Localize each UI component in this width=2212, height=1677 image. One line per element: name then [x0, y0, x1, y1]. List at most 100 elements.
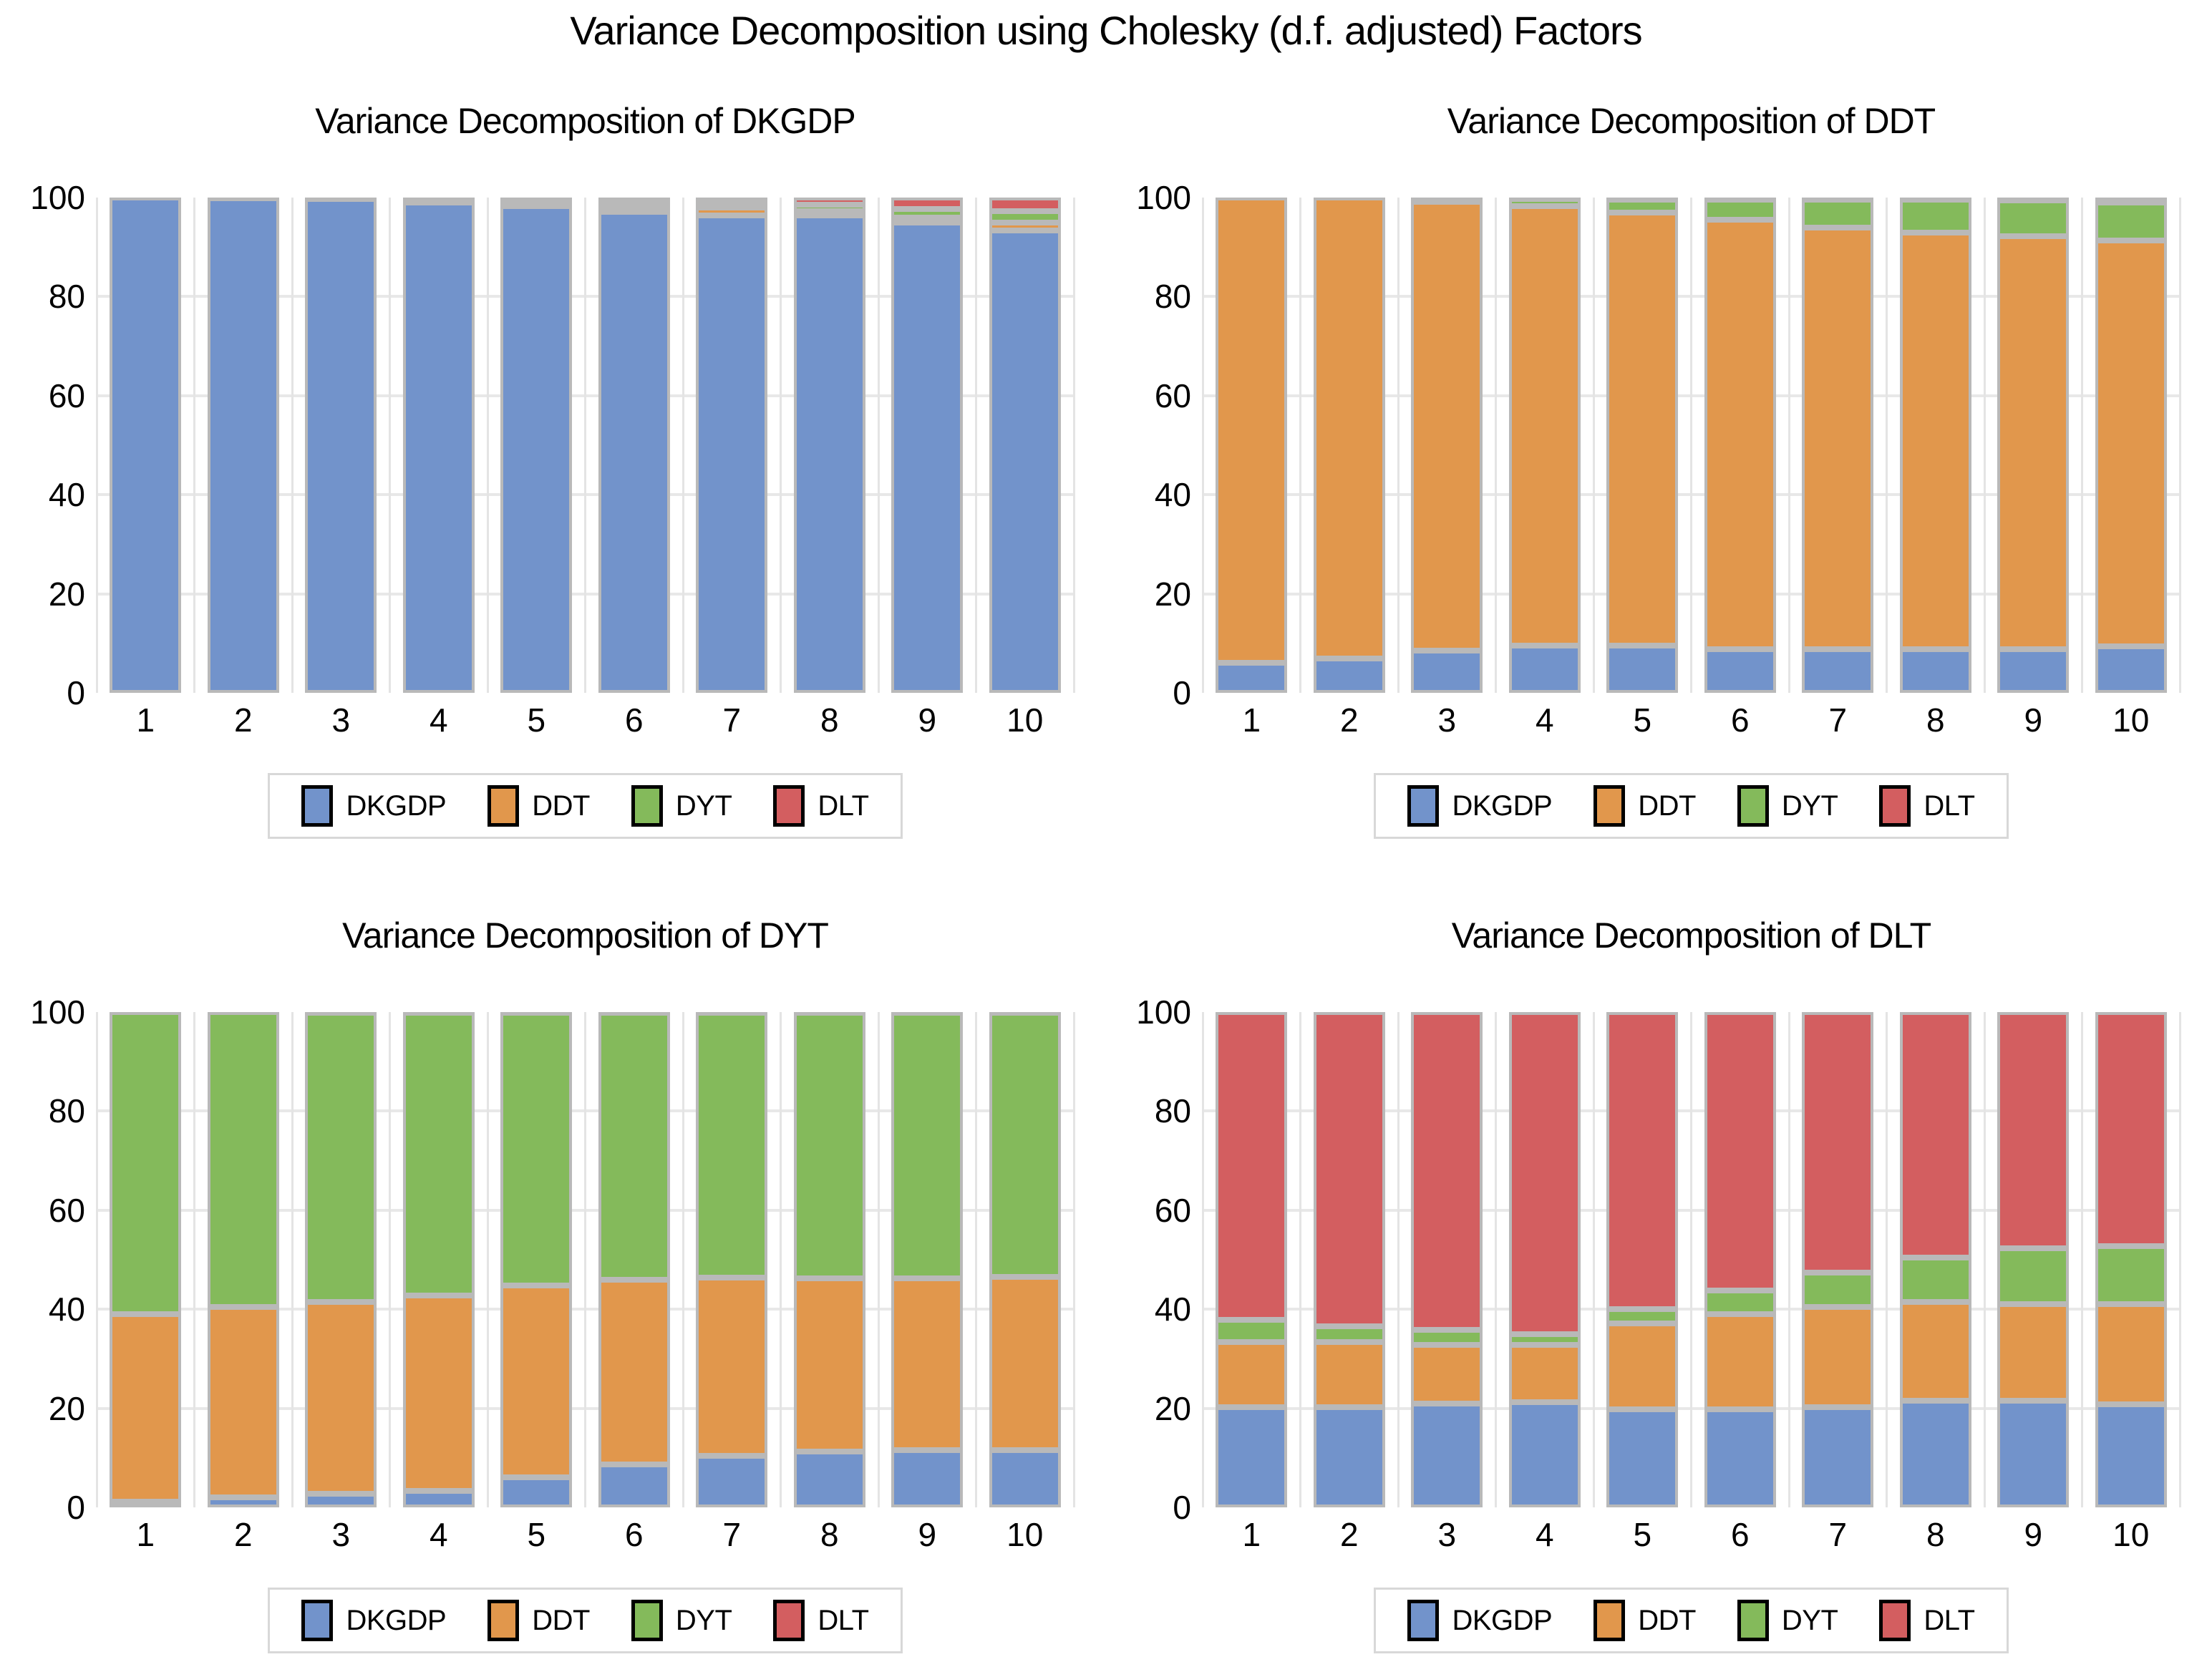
bar-slot — [1887, 1012, 1985, 1507]
bar-segment-dlt — [1802, 1012, 1874, 1273]
gridline-vertical — [1592, 198, 1595, 693]
y-tick-label: 20 — [48, 1389, 85, 1427]
stacked-bar — [2095, 198, 2167, 693]
legend-label: DYT — [1781, 789, 1838, 822]
bar-segment-dkgdp — [1997, 649, 2070, 693]
gridline-vertical — [1299, 198, 1301, 693]
bar-segment-dyt — [1606, 1309, 1679, 1323]
bar-segment-dyt — [1802, 1273, 1874, 1307]
bar-segment-ddt — [1997, 235, 2070, 650]
y-tick-label: 100 — [30, 993, 85, 1031]
y-tick-label: 20 — [1154, 575, 1191, 613]
x-tick-label: 6 — [1730, 701, 1750, 739]
stacked-bar — [1802, 1012, 1874, 1507]
stacked-bar — [891, 1012, 964, 1507]
gridline-vertical — [2178, 198, 2181, 693]
y-axis: 0 20 40 60 80 100 — [21, 996, 97, 1524]
bar-slot — [1496, 1012, 1594, 1507]
gridline-vertical — [389, 1012, 391, 1507]
legend: DKGDP DDT DYT DLT — [268, 773, 903, 839]
legend-label: DLT — [818, 1604, 869, 1636]
legend-item: DDT — [487, 785, 590, 827]
x-tick-label: 7 — [1828, 1516, 1848, 1553]
legend-label: DLT — [1924, 1604, 1975, 1636]
x-tick-label: 6 — [624, 701, 644, 739]
bar-segment-dyt — [1606, 199, 1679, 213]
x-tick-label: 4 — [1535, 1516, 1554, 1553]
bar-segment-dkgdp — [1313, 658, 1385, 693]
main-title: Variance Decomposition using Cholesky (d… — [570, 8, 1642, 53]
legend-swatch-dyt — [1737, 785, 1769, 827]
legend: DKGDP DDT DYT DLT — [268, 1588, 903, 1653]
bar-segment-dlt — [500, 1012, 573, 1014]
bar-segment-dlt — [1802, 198, 1874, 200]
x-tick-label: 8 — [1926, 701, 1945, 739]
bar-segment-ddt — [402, 1295, 475, 1492]
bar-segment-ddt — [402, 200, 475, 203]
bar-segment-ddt — [1899, 1301, 1971, 1401]
bar-segment-ddt — [1704, 1314, 1776, 1409]
gridline-vertical — [1397, 198, 1400, 693]
bar-segment-dkgdp — [1411, 1403, 1483, 1507]
bar-segment-ddt — [696, 1277, 768, 1457]
legend-label: DLT — [818, 789, 869, 822]
stacked-bar — [598, 198, 670, 693]
y-tick-label: 80 — [48, 278, 85, 316]
bar-slots — [1203, 1012, 2180, 1507]
bar-segment-ddt — [1508, 205, 1581, 646]
bar-slots — [97, 1012, 1074, 1507]
bar-segment-dlt — [1606, 198, 1679, 200]
bar-segment-dyt — [1216, 1320, 1288, 1342]
bar-slot — [1398, 1012, 1496, 1507]
bar-slot — [1301, 1012, 1399, 1507]
gridline-vertical — [486, 1012, 489, 1507]
y-tick-label: 80 — [48, 1092, 85, 1130]
gridline-vertical — [1072, 198, 1075, 693]
gridline-vertical — [584, 198, 586, 693]
bar-segment-ddt — [598, 1279, 670, 1464]
bar-slot — [1301, 198, 1399, 693]
stacked-bar — [305, 198, 377, 693]
bar-slot — [1496, 198, 1594, 693]
x-tick-label: 2 — [233, 701, 253, 739]
bar-segment-dlt — [793, 198, 865, 205]
bar-segment-ddt — [793, 1278, 865, 1452]
y-tick-label: 100 — [1136, 179, 1191, 216]
gridline-vertical — [877, 1012, 880, 1507]
chart-panel: Variance Decomposition of DDT 0 20 40 60 80 10… — [1127, 93, 2201, 839]
gridline-vertical — [780, 198, 782, 693]
bar-segment-dkgdp — [793, 215, 865, 693]
bar-segment-ddt — [1411, 202, 1483, 651]
legend-label: DKGDP — [346, 789, 447, 822]
bar-segment-dlt — [1508, 198, 1581, 200]
legend-label: DDT — [532, 1604, 590, 1636]
y-tick-label: 40 — [1154, 476, 1191, 514]
legend-swatch-dlt — [773, 785, 805, 827]
x-tick-label: 2 — [1339, 1516, 1359, 1553]
bar-slot — [1398, 198, 1496, 693]
gridline-vertical — [1299, 1012, 1301, 1507]
x-tick-label: 10 — [1006, 701, 1044, 739]
legend-item: DYT — [631, 785, 732, 827]
legend-swatch-dkgdp — [301, 1600, 334, 1641]
bar-slot — [390, 1012, 488, 1507]
bar-segment-dyt — [500, 200, 573, 203]
bar-segment-dkgdp — [1997, 1401, 2070, 1507]
y-tick-label: 40 — [1154, 1290, 1191, 1328]
stacked-bar — [989, 198, 1061, 693]
stacked-bar — [1997, 198, 2070, 693]
bar-segment-dkgdp — [305, 1493, 377, 1507]
bar-segment-dyt — [891, 1013, 964, 1279]
y-tick-label: 60 — [1154, 1191, 1191, 1229]
stacked-bar — [1704, 198, 1776, 693]
gridline-vertical — [1592, 1012, 1595, 1507]
x-tick-label: 6 — [624, 1516, 644, 1553]
bar-segment-ddt — [1216, 1341, 1288, 1407]
legend-item: DDT — [1593, 785, 1696, 827]
bar-segment-dyt — [1704, 1290, 1776, 1315]
x-tick-label: 4 — [1535, 701, 1554, 739]
bar-segment-ddt — [110, 1314, 182, 1502]
bar-segment-dyt — [598, 202, 670, 206]
gridline-vertical — [681, 198, 684, 693]
bar-slot — [390, 198, 488, 693]
